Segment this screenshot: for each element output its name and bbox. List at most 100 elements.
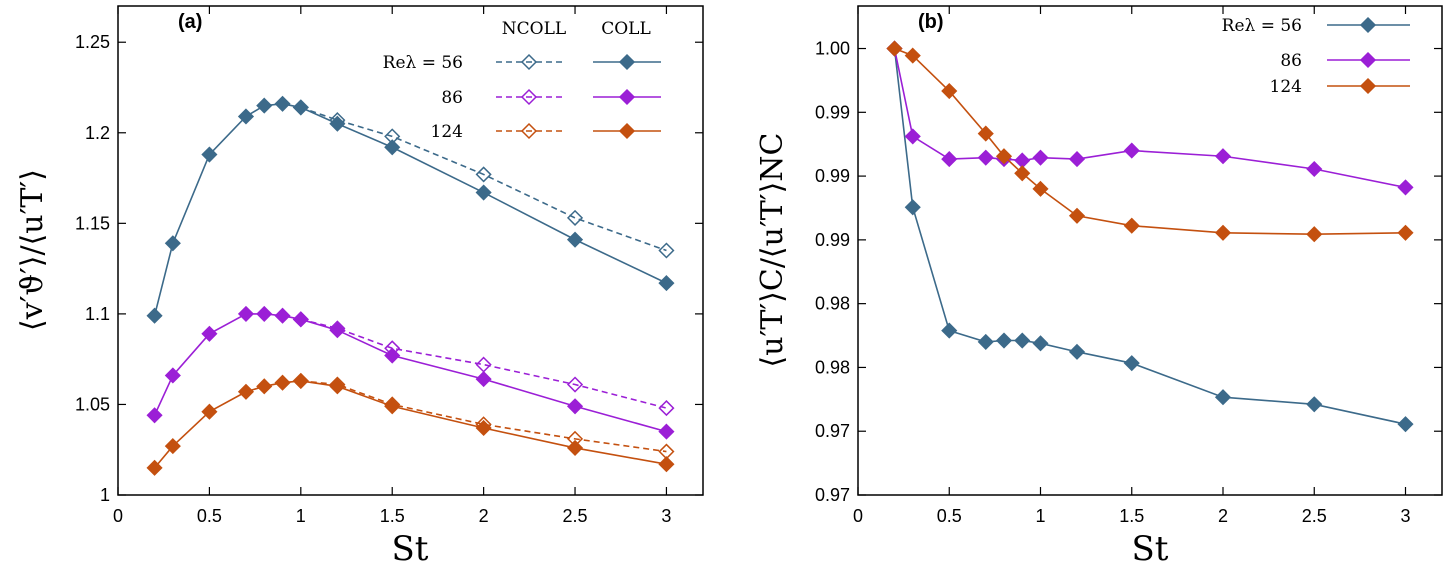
y-tick-label: 0.99 xyxy=(815,102,850,122)
data-point-marker xyxy=(201,403,218,420)
panel-b-chart: 0 0.5 1 1.5 2 2.5 3 0.97 0.97 0.98 0.98 0.99 0.99 0.9… xyxy=(755,5,1443,569)
data-point-marker xyxy=(1306,226,1323,243)
panel-a-chart: 0 0.5 1 1.5 2 2.5 3 1 1.05 1.1 1.15 1.2 1.25 NCOLL CO… xyxy=(15,5,704,569)
data-point-marker xyxy=(146,407,163,424)
x-tick-label: 3 xyxy=(661,506,671,526)
y-tick-label: 1.25 xyxy=(75,32,110,52)
data-point-marker xyxy=(658,456,675,473)
data-point-marker xyxy=(941,82,958,100)
x-tick-label: 0.5 xyxy=(937,506,962,526)
panel-a-plot-frame xyxy=(117,5,704,496)
legend-entry-label: 86 xyxy=(1280,51,1302,71)
data-point-marker xyxy=(1214,148,1232,165)
y-tick-label: 0.99 xyxy=(815,230,850,250)
data-point-marker xyxy=(1397,179,1414,196)
x-tick-label: 1 xyxy=(1035,506,1045,526)
y-tick-label: 0.97 xyxy=(815,485,850,505)
series-line xyxy=(300,318,667,409)
panel-b-plot-frame xyxy=(857,5,1443,496)
data-point-marker xyxy=(995,332,1013,349)
data-point-marker xyxy=(658,443,675,460)
data-point-marker xyxy=(256,97,273,114)
y-tick-label: 1.15 xyxy=(75,213,110,233)
series-re124-ratio xyxy=(886,40,1414,243)
data-point-marker xyxy=(1032,180,1049,197)
data-point-marker xyxy=(237,305,255,322)
data-point-marker xyxy=(1397,224,1414,241)
data-point-marker xyxy=(292,311,309,328)
data-point-marker xyxy=(566,209,584,226)
y-tick-label: 0.98 xyxy=(815,294,850,314)
data-point-marker xyxy=(941,322,958,339)
panel-b-y-axis-label: ⟨u′T′⟩C/⟨u′T′⟩NC xyxy=(755,133,790,368)
legend-entry-label: Reλ = 56 xyxy=(383,53,463,73)
data-point-marker xyxy=(1068,207,1086,224)
data-point-marker xyxy=(977,333,994,350)
data-point-marker xyxy=(237,383,255,400)
data-point-marker xyxy=(658,275,675,292)
legend-entry-label: Reλ = 56 xyxy=(1222,16,1302,36)
data-point-marker xyxy=(1123,355,1140,372)
x-tick-label: 2 xyxy=(479,506,489,526)
x-tick-label: 1.5 xyxy=(1119,506,1144,526)
x-tick-label: 2.5 xyxy=(563,506,588,526)
data-point-marker xyxy=(329,112,346,129)
legend-swatch-ncoll-marker xyxy=(520,53,538,71)
panel-a-y-axis-label: ⟨v′ϑ′⟩/⟨u′T′⟩ xyxy=(15,169,50,331)
legend-header-coll: COLL xyxy=(601,19,651,39)
data-point-marker xyxy=(566,231,584,248)
data-point-marker xyxy=(1123,217,1140,234)
legend-entry-label: 86 xyxy=(441,88,463,108)
series-re86-coll xyxy=(146,305,675,440)
x-tick-label: 2.5 xyxy=(1302,506,1327,526)
data-point-marker xyxy=(1306,396,1323,413)
data-point-marker xyxy=(274,374,291,391)
data-point-marker xyxy=(1014,165,1031,182)
y-tick-label: 1.00 xyxy=(815,39,850,59)
y-tick-label: 1 xyxy=(100,485,110,505)
panel-b-label: (b) xyxy=(918,11,944,33)
data-point-marker xyxy=(1214,224,1232,241)
data-point-marker xyxy=(1068,151,1086,168)
series-line xyxy=(300,106,667,252)
data-point-marker xyxy=(164,438,181,455)
data-point-marker xyxy=(1306,160,1323,178)
series-line xyxy=(153,380,667,469)
y-tick-label: 1.1 xyxy=(85,304,110,324)
data-point-marker xyxy=(977,125,994,142)
data-point-marker xyxy=(1123,142,1140,159)
data-point-marker xyxy=(164,235,181,252)
series-re56-ncoll xyxy=(292,99,675,259)
legend-swatch-marker xyxy=(1359,16,1377,34)
data-point-marker xyxy=(329,376,346,393)
data-point-marker xyxy=(1214,389,1232,406)
x-tick-label: 0.5 xyxy=(197,506,222,526)
y-tick-label: 1.05 xyxy=(75,394,110,414)
data-point-marker xyxy=(201,146,218,163)
data-point-marker xyxy=(1397,416,1414,433)
x-tick-label: 1 xyxy=(296,506,306,526)
data-point-marker xyxy=(566,430,584,447)
legend-entry-label: 124 xyxy=(431,122,463,142)
data-point-marker xyxy=(658,400,675,417)
panel-b-x-axis-label: St xyxy=(1132,529,1169,569)
x-tick-label: 1.5 xyxy=(380,506,405,526)
legend-swatch-marker xyxy=(1359,51,1377,69)
data-point-marker xyxy=(904,128,921,145)
x-tick-label: 0 xyxy=(113,506,123,526)
data-point-marker xyxy=(384,128,401,145)
data-point-marker xyxy=(475,184,492,201)
data-point-marker xyxy=(977,149,994,166)
data-point-marker xyxy=(566,398,584,415)
data-point-marker xyxy=(658,242,675,259)
data-point-marker xyxy=(164,367,181,384)
legend-swatch-ncoll-marker xyxy=(520,122,538,140)
data-point-marker xyxy=(475,371,492,388)
legend-header-ncoll: NCOLL xyxy=(502,19,566,39)
data-point-marker xyxy=(1014,332,1031,349)
series-line xyxy=(894,47,1406,236)
data-point-marker xyxy=(292,99,309,116)
data-point-marker xyxy=(1032,335,1049,352)
series-re86-ncoll xyxy=(292,311,675,417)
